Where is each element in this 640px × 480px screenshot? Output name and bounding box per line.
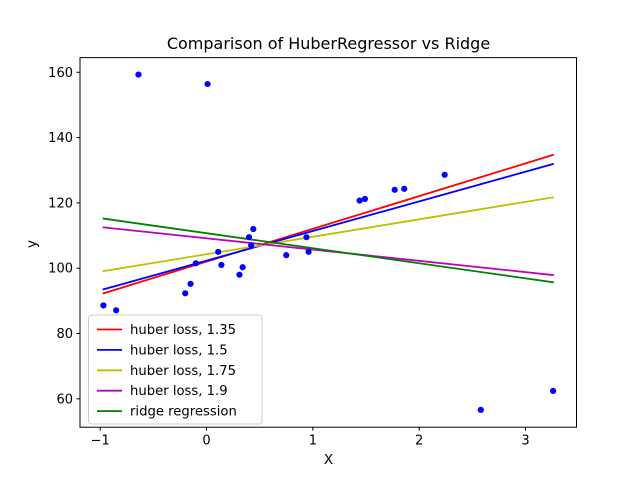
scatter-point <box>401 185 408 192</box>
scatter-point <box>303 234 310 241</box>
scatter-point <box>248 242 255 249</box>
scatter-point <box>215 248 222 255</box>
scatter-point <box>477 406 484 413</box>
scatter-point <box>239 264 246 271</box>
scatter-point <box>182 290 189 297</box>
scatter-point <box>550 387 557 395</box>
legend-label-huber-loss-1.35: huber loss, 1.35 <box>130 323 236 338</box>
scatter-point <box>361 195 369 203</box>
regression-line-huber-loss-1.5 <box>102 163 555 291</box>
axes-frame <box>79 57 577 428</box>
x-tick-label: 2 <box>415 434 423 449</box>
scatter-point <box>204 80 211 88</box>
y-tick-label: 80 <box>56 327 73 342</box>
scatter-point <box>135 71 142 78</box>
scatter-point <box>218 261 225 269</box>
scatter-point <box>283 252 290 259</box>
y-tick-label: 100 <box>48 262 73 277</box>
scatter-point <box>236 271 243 278</box>
legend-label-huber-loss-1.5: huber loss, 1.5 <box>130 343 228 358</box>
scatter-point <box>187 280 194 287</box>
regression-line-huber-loss-1.35 <box>102 153 555 295</box>
x-axis-label: X <box>323 452 334 468</box>
scatter-point <box>250 225 257 233</box>
scatter-point <box>305 248 312 255</box>
chart-title: Comparison of HuberRegressor vs Ridge <box>166 34 491 53</box>
x-tick-label: 0 <box>202 434 210 449</box>
y-tick-label: 140 <box>48 131 73 146</box>
scatter-point <box>192 260 199 267</box>
scatter-point <box>113 307 120 314</box>
x-tick-label: 3 <box>521 434 529 449</box>
legend-label-ridge-regression: ridge regression <box>130 405 237 420</box>
y-tick-label: 60 <box>56 392 73 407</box>
regression-line-huber-loss-1.75 <box>102 196 555 273</box>
scatter-point <box>356 197 363 204</box>
y-tick-label: 120 <box>48 196 73 211</box>
scatter-point <box>100 302 107 309</box>
legend-label-huber-loss-1.9: huber loss, 1.9 <box>130 384 228 399</box>
legend-box <box>88 314 263 425</box>
regression-line-ridge-regression <box>102 217 555 284</box>
x-tick-label: −1 <box>91 434 110 449</box>
scatter-point <box>441 171 448 178</box>
y-axis-label: y <box>24 240 40 248</box>
x-tick-label: 1 <box>309 434 317 449</box>
legend-label-huber-loss-1.75: huber loss, 1.75 <box>130 364 236 379</box>
scatter-point <box>391 186 398 193</box>
y-tick-label: 160 <box>48 66 73 81</box>
scatter-point <box>245 234 253 241</box>
